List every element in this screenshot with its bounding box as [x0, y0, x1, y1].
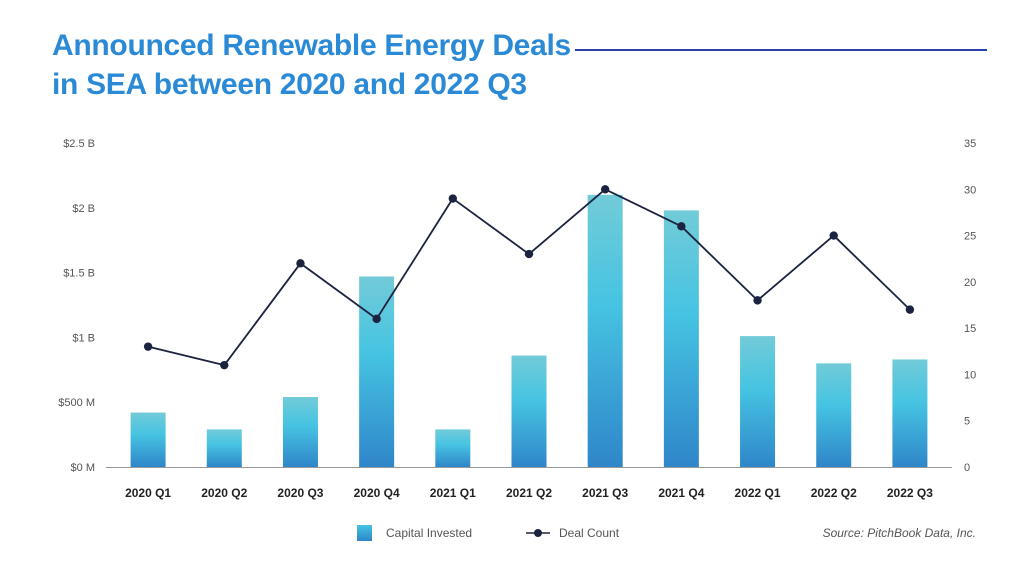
chart-title: Announced Renewable Energy Deals in SEA … [52, 26, 571, 104]
x-axis-tick-label: 2022 Q3 [887, 486, 933, 500]
deal-count-point-2021-q1 [448, 194, 458, 203]
x-axis-tick-label: 2020 Q4 [354, 486, 400, 500]
legend-label-capital-invested: Capital Invested [386, 526, 472, 540]
right-axis-tick-label: 25 [964, 231, 976, 243]
bar-2020-q1 [130, 412, 166, 467]
x-axis-tick-label: 2022 Q2 [811, 486, 857, 500]
right-axis-tick-label: 5 [964, 416, 970, 428]
bar-2020-q4 [359, 276, 395, 467]
bar-2021-q3 [587, 194, 623, 467]
left-axis-tick-label: $500 M [58, 397, 95, 409]
right-axis-tick-label: 20 [964, 277, 976, 289]
deal-count-point-2021-q2 [524, 249, 534, 259]
title-rule [575, 49, 987, 51]
bar-2022-q2 [816, 363, 852, 467]
x-axis-labels: 2020 Q1 2020 Q2 2020 Q3 2020 Q4 2021 Q1 2021 … [125, 486, 933, 500]
bar-2020-q3 [282, 397, 318, 467]
deal-count-point-2022-q1 [753, 296, 762, 305]
x-axis-tick-label: 2022 Q1 [735, 486, 781, 500]
x-axis-tick-label: 2020 Q3 [277, 486, 323, 500]
x-axis-tick-label: 2021 Q4 [658, 486, 704, 500]
deal-count-series [143, 185, 915, 370]
bar-2021-q2 [511, 355, 547, 467]
bar-2020-q2 [206, 429, 242, 467]
right-axis-tick-label: 10 [964, 369, 976, 381]
legend-marker-deal-count [534, 529, 542, 537]
bar-2021-q4 [663, 210, 699, 467]
left-axis-tick-label: $1 B [72, 332, 95, 344]
deal-count-point-2020-q4 [372, 314, 381, 324]
x-axis-tick-label: 2020 Q1 [125, 486, 171, 500]
legend-swatch-capital-invested [357, 525, 372, 541]
legend: Capital Invested Deal Count [357, 525, 620, 541]
bar-2022-q1 [740, 336, 776, 467]
bar-2021-q1 [435, 429, 471, 467]
x-axis-tick-label: 2021 Q3 [582, 486, 628, 500]
x-axis-tick-label: 2021 Q1 [430, 486, 476, 500]
left-y-axis: $0 M $500 M $1 B $1.5 B $2 B $2.5 B [58, 138, 95, 474]
source-note: Source: PitchBook Data, Inc. [823, 526, 976, 540]
deal-count-point-2021-q3 [600, 185, 610, 194]
deal-count-point-2020-q2 [220, 360, 229, 370]
deal-count-point-2020-q1 [143, 342, 153, 351]
left-axis-tick-label: $0 M [71, 462, 95, 474]
chart-title-line-2: in SEA between 2020 and 2022 Q3 [52, 68, 527, 101]
capital-invested-bars [130, 194, 928, 467]
deal-count-line [147, 188, 911, 367]
left-axis-tick-label: $2 B [72, 203, 95, 215]
left-axis-tick-label: $2.5 B [63, 138, 95, 150]
right-y-axis: 0 5 10 15 20 25 30 35 [964, 138, 976, 474]
chart-title-line-1: Announced Renewable Energy Deals [52, 29, 571, 62]
deal-count-point-2022-q3 [905, 305, 915, 314]
deal-count-point-2022-q2 [829, 231, 838, 240]
deal-count-point-2020-q3 [296, 259, 305, 268]
x-axis-tick-label: 2021 Q2 [506, 486, 552, 500]
legend-label-deal-count: Deal Count [559, 526, 620, 540]
right-axis-tick-label: 15 [964, 323, 976, 335]
right-axis-tick-label: 30 [964, 184, 976, 196]
left-axis-tick-label: $1.5 B [63, 268, 95, 280]
right-axis-tick-label: 35 [964, 138, 976, 150]
x-axis-tick-label: 2020 Q2 [201, 486, 247, 500]
deal-count-point-2021-q4 [677, 222, 686, 231]
bar-2022-q3 [892, 359, 928, 467]
right-axis-tick-label: 0 [964, 462, 970, 474]
